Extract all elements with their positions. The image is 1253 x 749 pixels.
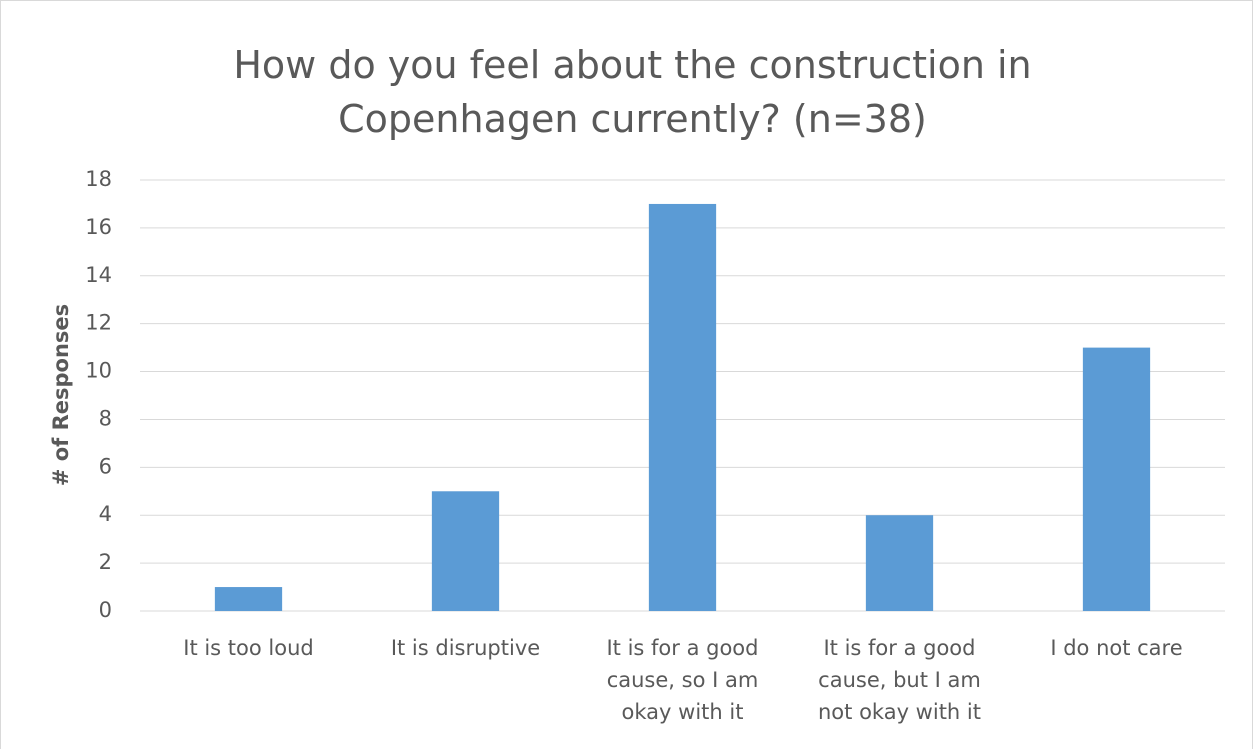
- x-tick-label: It is for a good cause, so I am okay wit…: [606, 636, 759, 724]
- chart-title: How do you feel about the construction i…: [233, 43, 1032, 141]
- y-tick-label: 2: [99, 550, 112, 574]
- x-tick-label: It is too loud: [183, 636, 314, 660]
- y-tick-label: 10: [85, 359, 112, 383]
- x-tick-label: I do not care: [1050, 636, 1183, 660]
- y-tick-label: 0: [99, 598, 112, 622]
- y-tick-label: 8: [99, 406, 112, 430]
- y-tick-label: 14: [85, 263, 112, 287]
- bar: [648, 203, 717, 611]
- bar: [1082, 347, 1151, 611]
- x-tick-label: It is disruptive: [390, 636, 541, 660]
- y-tick-label: 6: [99, 454, 112, 478]
- y-tick-label: 16: [85, 215, 112, 239]
- y-tick-label: 4: [99, 502, 112, 526]
- bar: [431, 491, 500, 611]
- bar: [214, 587, 283, 611]
- bar: [865, 515, 934, 611]
- y-tick-label: 18: [85, 167, 112, 191]
- y-tick-label: 12: [85, 311, 112, 335]
- x-tick-label: It is for a good cause, but I am not oka…: [818, 636, 981, 724]
- y-axis-label: # of Responses: [49, 304, 73, 486]
